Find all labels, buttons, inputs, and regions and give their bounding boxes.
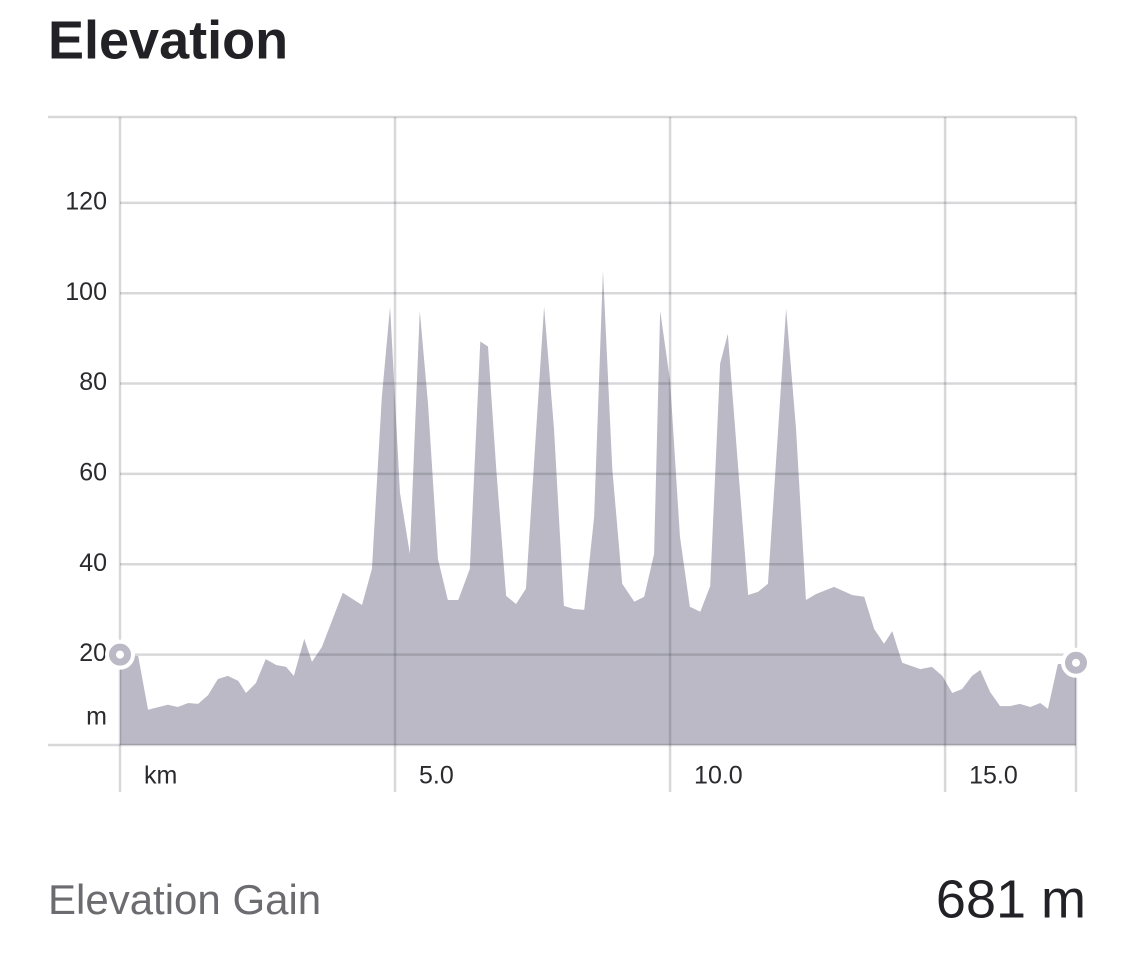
y-tick-label: 120 bbox=[65, 187, 107, 215]
x-tick-label: 10.0 bbox=[694, 762, 743, 790]
y-tick-label: 40 bbox=[79, 549, 107, 577]
endpoint-marker-center bbox=[116, 650, 124, 659]
stat-label: Elevation Gain bbox=[48, 876, 321, 923]
x-tick-label: 15.0 bbox=[969, 762, 1018, 790]
chart-title: Elevation bbox=[48, 10, 288, 70]
y-tick-label: 20 bbox=[79, 639, 107, 667]
y-axis-unit: m bbox=[86, 703, 107, 731]
y-tick-label: 60 bbox=[79, 459, 107, 487]
stat-value: 681 m bbox=[936, 869, 1086, 929]
y-tick-label: 100 bbox=[65, 278, 107, 306]
y-tick-label: 80 bbox=[79, 368, 107, 396]
x-axis-unit: km bbox=[144, 762, 177, 790]
elevation-area bbox=[120, 270, 1076, 745]
x-tick-label: 5.0 bbox=[419, 762, 454, 790]
endpoint-marker-center bbox=[1072, 658, 1080, 667]
